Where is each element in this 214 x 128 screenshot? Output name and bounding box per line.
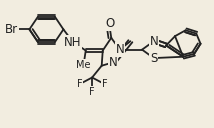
Text: F: F — [77, 79, 82, 89]
Text: N: N — [115, 43, 124, 56]
Text: N: N — [149, 35, 158, 48]
Text: N: N — [109, 56, 118, 69]
Text: F: F — [102, 79, 108, 89]
Text: Me: Me — [76, 60, 91, 70]
Text: Br: Br — [5, 23, 18, 36]
Text: F: F — [89, 87, 95, 97]
Text: NH: NH — [64, 36, 82, 49]
Text: S: S — [150, 52, 158, 65]
Text: O: O — [106, 17, 115, 30]
